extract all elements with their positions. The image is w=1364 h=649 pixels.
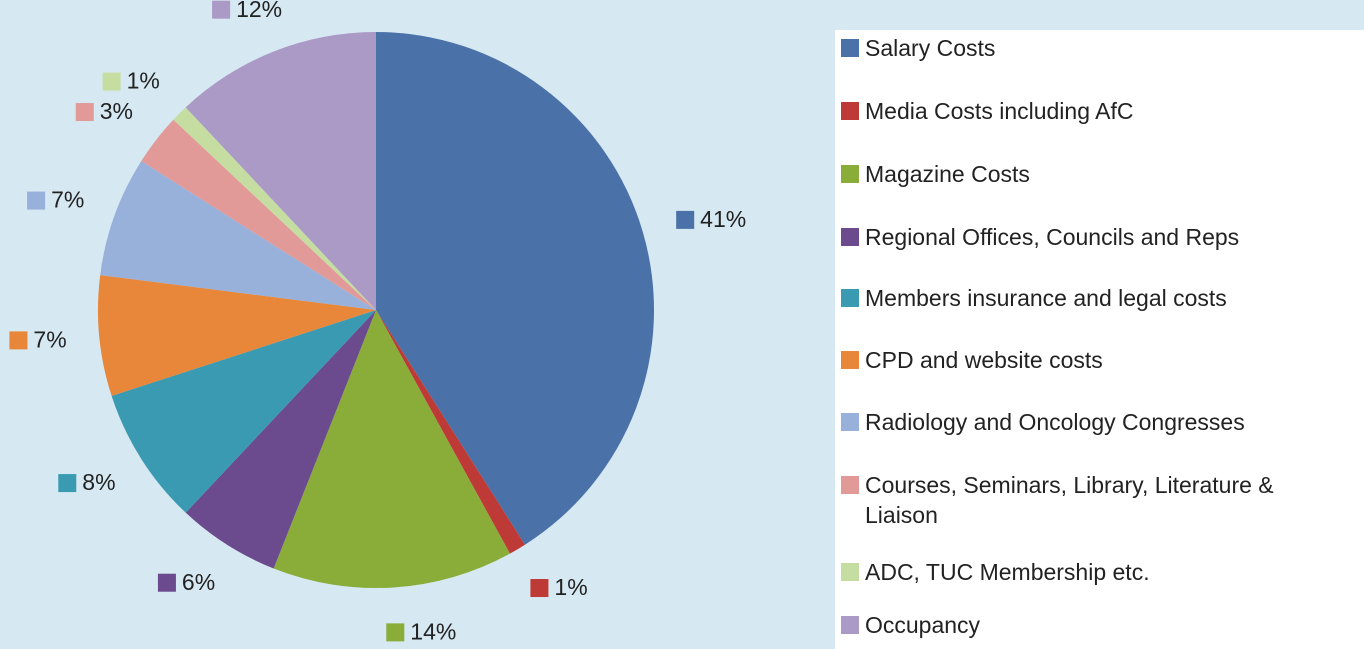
label-swatch <box>75 103 94 122</box>
pie-slice <box>98 275 376 396</box>
legend-label: Magazine Costs <box>865 161 1030 187</box>
pie-slice <box>185 32 376 310</box>
label-swatch <box>58 474 77 493</box>
data-label: 41% <box>700 206 746 232</box>
label-swatch <box>9 331 28 350</box>
legend-label: Occupancy <box>865 612 981 638</box>
data-label: 14% <box>410 618 456 644</box>
legend-label: Media Costs including AfC <box>865 98 1134 124</box>
label-swatch <box>102 72 121 91</box>
pie-slice <box>185 310 376 569</box>
pie-slice <box>111 310 376 513</box>
legend: Salary Costs Media Costs including AfC Mag… <box>835 30 1364 649</box>
label-swatch <box>212 0 231 19</box>
legend-label: Radiology and Oncology Congresses <box>865 409 1245 435</box>
legend-swatch <box>841 289 859 307</box>
legend-item: ADC, TUC Membership etc. <box>841 557 1341 587</box>
pie-slice <box>273 310 510 588</box>
legend-label: CPD and website costs <box>865 347 1103 373</box>
legend-label: ADC, TUC Membership etc. <box>865 559 1150 585</box>
data-label: 12% <box>236 0 282 22</box>
label-swatch <box>386 623 405 642</box>
legend-swatch <box>841 102 859 120</box>
legend-item: Regional Offices, Councils and Reps <box>841 222 1341 252</box>
data-label: 7% <box>33 326 66 352</box>
label-swatch <box>676 210 695 229</box>
data-label: 6% <box>182 569 215 595</box>
legend-swatch <box>841 165 859 183</box>
legend-label: Regional Offices, Councils and Reps <box>865 224 1240 250</box>
pie-slice <box>173 107 376 311</box>
data-label: 8% <box>82 469 115 495</box>
legend-swatch <box>841 228 859 246</box>
pie-slice <box>100 161 377 310</box>
legend-swatch <box>841 39 859 57</box>
label-swatch <box>530 579 549 598</box>
legend-item: Occupancy <box>841 610 1341 640</box>
pie-slice <box>376 310 525 554</box>
legend-swatch <box>841 476 859 494</box>
label-swatch <box>27 191 46 210</box>
data-label: 1% <box>554 574 587 600</box>
data-label: 1% <box>127 68 160 94</box>
legend-item: CPD and website costs <box>841 345 1341 375</box>
label-swatch <box>157 573 176 592</box>
legend-item: Media Costs including AfC <box>841 96 1341 126</box>
data-label: 7% <box>51 187 84 213</box>
legend-item: Magazine Costs <box>841 159 1341 189</box>
legend-label: Courses, Seminars, Library, Literature &… <box>865 472 1274 528</box>
legend-swatch <box>841 563 859 581</box>
legend-item: Salary Costs <box>841 33 1341 63</box>
legend-swatch <box>841 616 859 634</box>
legend-item: Radiology and Oncology Congresses <box>841 407 1341 437</box>
legend-item: Courses, Seminars, Library, Literature &… <box>841 470 1341 530</box>
legend-label: Salary Costs <box>865 35 996 61</box>
legend-label: Members insurance and legal costs <box>865 285 1227 311</box>
legend-item: Members insurance and legal costs <box>841 283 1341 313</box>
legend-swatch <box>841 351 859 369</box>
pie-slice <box>376 32 654 545</box>
legend-swatch <box>841 413 859 431</box>
pie-slice <box>141 119 376 310</box>
data-label: 3% <box>100 98 133 124</box>
